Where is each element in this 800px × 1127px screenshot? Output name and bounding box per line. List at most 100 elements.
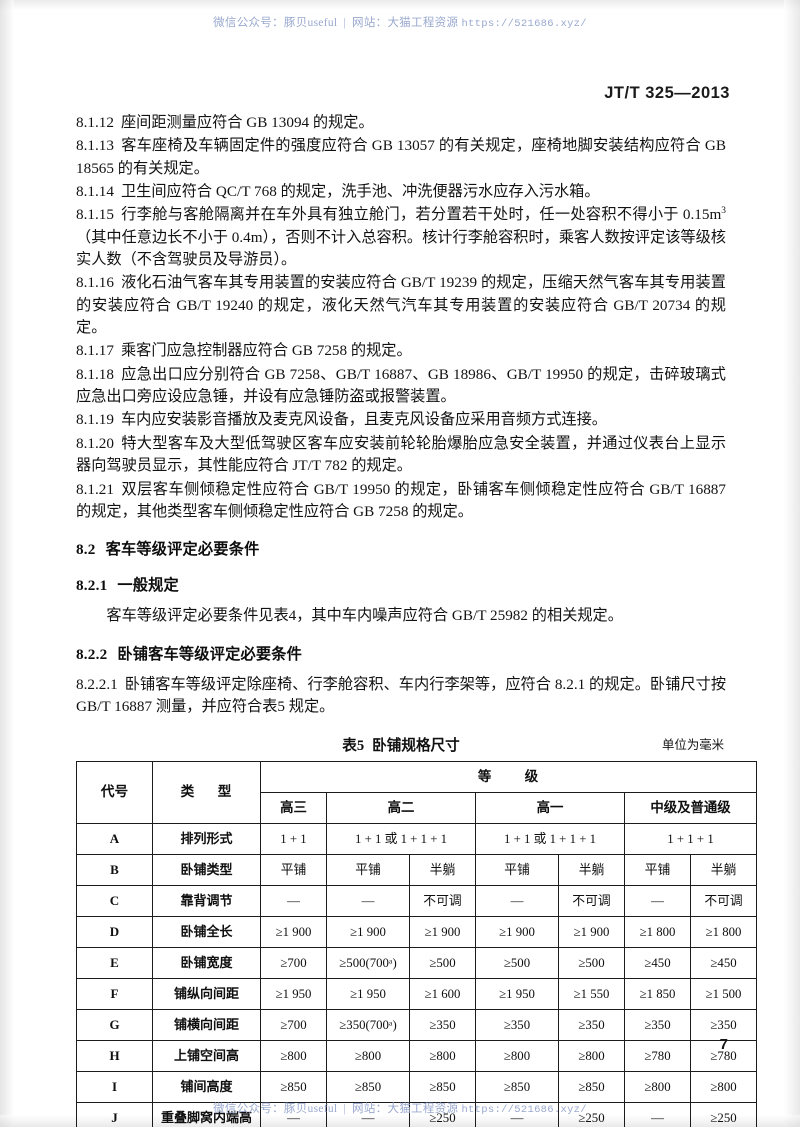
row-cell: ≥800 [558,1040,625,1073]
row-cell: ≥700 [260,947,327,980]
row-code: A [76,823,153,856]
watermark-wechat-label: 微信公众号： [213,17,284,29]
clause-number: 8.1.13 [76,137,114,155]
clause-number: 8.1.15 [76,206,114,224]
row-cell: ≥1 900 [475,916,559,949]
row-cell: — [475,1102,559,1127]
header-grade-gao1: 高一 [475,792,625,825]
watermark-url: https://521686.xyz/ [461,1104,587,1116]
clause-text-post: （其中任意边长不小于 0.4m），否则不计入总容积。核计行李舱容积时，乘客人数按… [76,228,726,269]
table-row: F 铺纵向间距 ≥1 950 ≥1 950 ≥1 600 ≥1 950 ≥1 5… [76,978,758,1011]
bunk-spec-table: 代号 类 型 等 级 高三 高二 高一 中级及普通级 A 排列形式 [76,761,758,1127]
table-row: B 卧铺类型 平铺 平铺 半躺 平铺 半躺 平铺 半躺 [76,854,758,887]
row-cell: ≥800 [326,1040,410,1073]
table-row: A 排列形式 1 + 1 1 + 1 或 1 + 1 + 1 1 + 1 或 1… [76,823,758,856]
row-cell: ≥350 [624,1009,691,1042]
row-cell: ≥1 600 [409,978,476,1011]
row-type: 铺间高度 [152,1071,261,1104]
standard-number-header: JT/T 325—2013 [604,84,730,102]
row-code: B [76,854,153,887]
row-code: F [76,978,153,1011]
row-cell: — [624,1102,691,1127]
row-type: 上铺空间高 [152,1040,261,1073]
header-grade-group: 等 级 [259,761,758,794]
clause-text: 特大型客车及大型低驾驶区客车应安装前轮轮胎爆胎应急安全装置，并通过仪表台上显示器… [76,434,726,475]
row-cell: ≥250 [558,1102,625,1127]
row-cell: ≥1 950 [260,978,327,1011]
row-type: 卧铺宽度 [152,947,261,980]
table-row: D 卧铺全长 ≥1 900 ≥1 900 ≥1 900 ≥1 900 ≥1 90… [76,916,758,949]
row-type: 排列形式 [152,823,261,856]
clause-8-1-14: 8.1.14 卫生间应符合 QC/T 768 的规定，洗手池、冲洗便器污水应存入污… [76,181,726,203]
clause-text: 卫生间应符合 QC/T 768 的规定，洗手池、冲洗便器污水应存入污水箱。 [120,183,600,201]
table-caption: 表5 卧铺规格尺寸 [76,734,726,755]
section-title: 一般规定 [117,577,179,595]
scan-edge-left [0,0,14,1127]
row-cell: 平铺 [624,854,691,887]
watermark-wechat-name: 豚贝useful [283,17,338,29]
section-8-2-1-body: 客车等级评定必要条件见表4，其中车内噪声应符合 GB/T 25982 的相关规定… [106,607,623,625]
row-cell: 平铺 [260,854,327,887]
clause-text: 车内应安装影音播放及麦克风设备，且麦克风设备应采用音频方式连接。 [120,411,607,429]
row-cell: ≥850 [475,1071,559,1104]
row-cell: ≥450 [689,947,758,980]
row-cell: ≥850 [260,1071,327,1104]
watermark-bottom: 微信公众号：豚贝useful | 网站：大猫工程资源 https://521686.… [0,1100,800,1116]
header-grade-gao3: 高三 [260,792,327,825]
row-type: 卧铺全长 [152,916,261,949]
clause-text: 双层客车侧倾稳定性应符合 GB/T 19950 的规定，卧铺客车侧倾稳定性应符合… [76,480,726,520]
clause-number: 8.1.14 [76,183,114,201]
row-cell: ≥1 900 [326,916,410,949]
watermark-wechat-name: 豚贝useful [283,1103,338,1115]
row-cell: ≥500 [558,947,625,980]
row-cell: ≥500 [475,947,559,980]
scan-edge-top [0,0,800,10]
row-cell: ≥500(700ᵃ) [326,947,410,980]
clause-text: 乘客门应急控制器应符合 GB 7258 的规定。 [120,342,412,360]
clause-number: 8.1.20 [76,434,114,452]
row-cell: — [624,885,691,918]
row-cell: ≥350 [409,1009,476,1042]
watermark-separator: | [343,17,347,29]
watermark-url: https://521686.xyz/ [461,18,587,30]
row-cell: ≥250 [409,1102,476,1127]
clause-8-2-2-1: 8.2.2.1 卧铺客车等级评定除座椅、行李舱容积、车内行李架等，应符合 8.2.… [76,674,726,719]
section-heading-8-2: 8.2 客车等级评定必要条件 [76,537,726,559]
clause-text: 客车座椅及车辆固定件的强度应符合 GB 13057 的有关规定，座椅地脚安装结构… [76,137,726,177]
clause-8-1-13: 8.1.13 客车座椅及车辆固定件的强度应符合 GB 13057 的有关规定，座椅… [76,135,726,180]
superscript-cubic: 3 [721,206,726,217]
clause-8-1-16: 8.1.16 液化石油气客车其专用装置的安装应符合 GB/T 19239 的规定，… [76,272,726,339]
row-code: C [76,885,153,918]
table-unit-note: 单位为毫米 [662,738,724,753]
table-row: G 铺横向间距 ≥700 ≥350(700ᵃ) ≥350 ≥350 ≥350 ≥… [76,1009,758,1042]
row-code: J [76,1102,153,1127]
row-cell: ≥800 [409,1040,476,1073]
row-cell: ≥800 [624,1071,691,1104]
row-cell: 1 + 1 [260,823,327,856]
row-cell: ≥350(700ᵃ) [326,1009,410,1042]
table-head: 代号 类 型 等 级 高三 高二 高一 中级及普通级 [76,761,758,825]
row-cell: 1 + 1 + 1 [623,823,758,856]
row-type: 重叠脚窝内端高 [152,1102,261,1127]
table-row: H 上铺空间高 ≥800 ≥800 ≥800 ≥800 ≥800 ≥780 ≥7… [76,1040,758,1073]
section-number: 8.2.1 [76,577,108,595]
watermark-site-label: 网站： [352,1103,388,1115]
row-cell: 半躺 [689,854,758,887]
row-cell: ≥1 950 [326,978,410,1011]
row-cell: ≥1 900 [260,916,327,949]
row-cell: ≥350 [689,1009,758,1042]
table-row: I 铺间高度 ≥850 ≥850 ≥850 ≥850 ≥850 ≥800 ≥80… [76,1071,758,1104]
table-row: C 靠背调节 — — 不可调 — 不可调 — 不可调 [76,885,758,918]
page-number: 7 [719,1036,728,1053]
row-cell: ≥800 [689,1071,758,1104]
clause-8-1-21: 8.1.21 双层客车侧倾稳定性应符合 GB/T 19950 的规定，卧铺客车侧倾… [76,479,726,524]
row-type: 卧铺类型 [152,854,261,887]
row-cell: 1 + 1 或 1 + 1 + 1 [326,823,476,856]
header-type: 类 型 [152,761,261,825]
section-title: 客车等级评定必要条件 [105,541,260,559]
table-header-row-1: 代号 类 型 等 级 [76,761,758,825]
row-cell: ≥800 [475,1040,559,1073]
header-grade-gao2: 高二 [326,792,476,825]
clause-text: 液化石油气客车其专用装置的安装应符合 GB/T 19239 的规定，压缩天然气客… [76,274,726,337]
